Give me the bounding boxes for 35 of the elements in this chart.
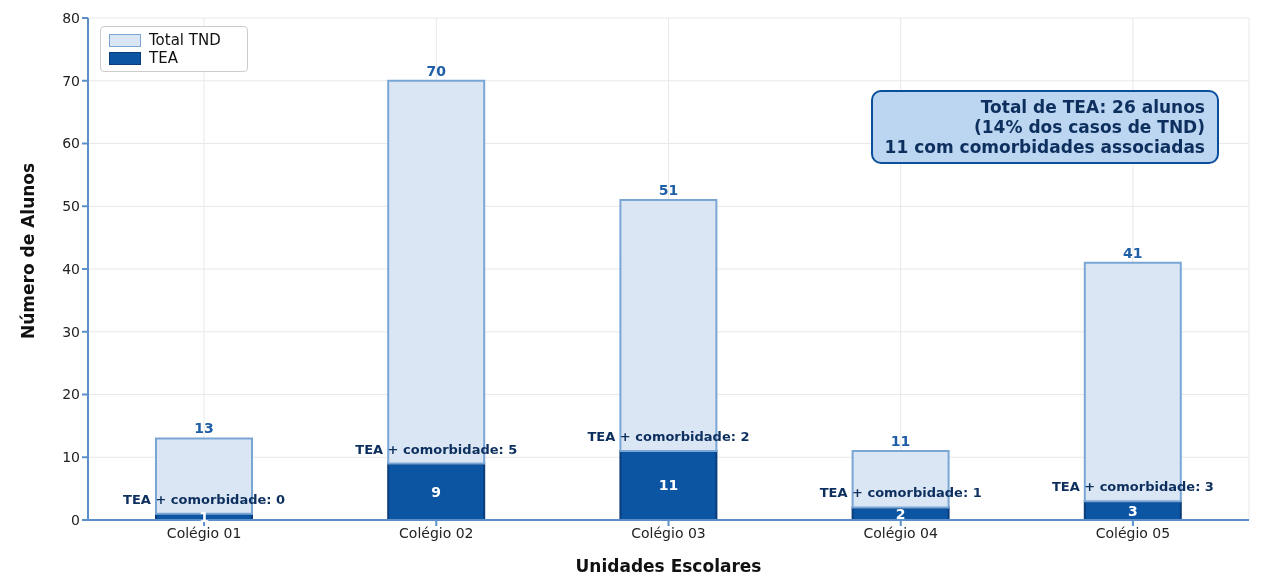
annotation: TEA + comorbidade: 2 [587,428,750,444]
legend-label: TEA [149,49,178,67]
bar [619,449,718,520]
data-label: 11 [658,477,679,494]
y-tick-label: 10 [62,449,80,466]
x-tick-label: Colégio 04 [863,524,939,541]
annotation: TEA + comorbidade: 0 [123,491,286,507]
data-label: 9 [431,483,442,500]
y-tick-label: 80 [62,9,80,26]
x-axis-title: Unidades Escolares [575,556,762,576]
y-tick-label: 20 [62,386,80,403]
x-tick-label: Colégio 05 [1095,524,1171,541]
data-label: 2 [895,505,906,522]
x-tick-label: Colégio 03 [631,524,706,541]
total-label: 13 [194,420,214,437]
data-label: 3 [1127,502,1138,519]
total-label: 11 [890,432,911,449]
annotation: TEA + comorbidade: 5 [355,441,518,457]
y-tick-label: 50 [62,198,80,215]
y-tick-label: 40 [62,260,80,277]
total-label: 51 [658,181,679,198]
x-tick-label: Colégio 01 [166,524,242,541]
total-label: 70 [426,62,447,79]
annotation: Total de TEA: 26 alunos (14% dos casos de TND) 11 com comorbidades associadas [884,97,1205,157]
y-tick-label: 70 [62,72,80,89]
y-tick-label: 30 [62,323,80,340]
x-tick-label: Colégio 02 [399,524,474,541]
annotation: TEA + comorbidade: 1 [819,485,982,501]
total-label: 41 [1123,244,1143,261]
y-axis-title: Número de Alunos [18,162,39,339]
annotation: TEA + comorbidade: 3 [1051,479,1214,495]
bar [387,462,486,520]
y-tick-label: 0 [71,511,80,528]
legend-label: Total TND [149,31,221,49]
y-tick-label: 60 [62,135,80,152]
